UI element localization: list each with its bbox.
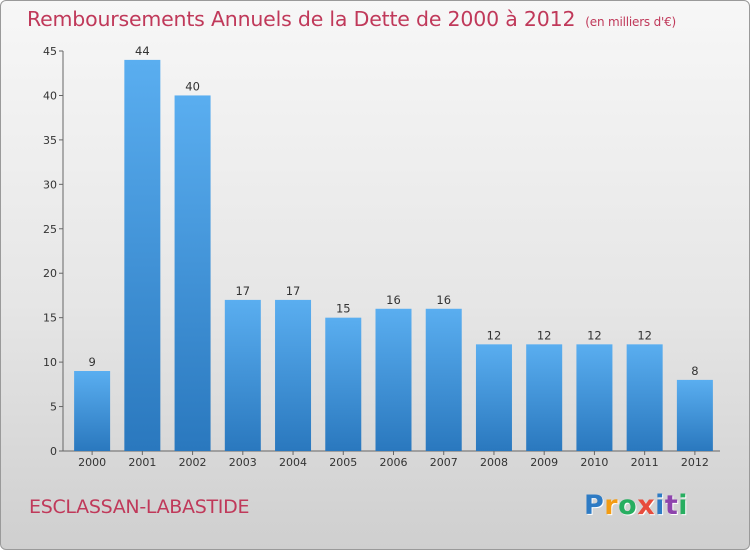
bar — [74, 371, 111, 451]
y-tick-label: 25 — [43, 223, 57, 236]
y-tick-label: 20 — [43, 267, 57, 280]
axes: 0 5 10 15 20 25 30 35 40 45 2000 2001 2002 2003 2004 20… — [43, 45, 720, 469]
x-tick-label: 2002 — [179, 456, 207, 469]
x-tick-label: 2008 — [480, 456, 508, 469]
bar-value-label: 40 — [185, 79, 200, 93]
y-tick-label: 15 — [43, 312, 57, 325]
x-tick-label: 2003 — [229, 456, 257, 469]
logo-letter: i — [655, 490, 665, 521]
bar — [676, 379, 713, 451]
bar-value-label: 15 — [336, 302, 351, 316]
bar-value-label: 16 — [436, 293, 451, 307]
bar-value-label: 17 — [235, 284, 250, 298]
y-tick-label: 5 — [50, 401, 57, 414]
bar — [626, 344, 663, 451]
y-tick-label: 40 — [43, 89, 57, 102]
x-tick-label: 2000 — [78, 456, 106, 469]
logo-letter: x — [637, 490, 656, 521]
bar-value-label: 12 — [587, 328, 602, 342]
y-tick-label: 0 — [50, 445, 57, 458]
bar — [475, 344, 512, 451]
logo-letter: i — [678, 490, 689, 521]
bar-value-label: 9 — [88, 355, 95, 369]
x-tick-label: 2005 — [329, 456, 357, 469]
bar-value-label: 8 — [691, 364, 698, 378]
x-tick-label: 2010 — [580, 456, 608, 469]
logo-letter: o — [618, 490, 638, 521]
x-tick-label: 2011 — [631, 456, 659, 469]
bar-value-label: 12 — [537, 328, 552, 342]
place-name: ESCLASSAN-LABASTIDE — [29, 496, 250, 518]
bar — [526, 344, 563, 451]
bar — [174, 95, 211, 451]
bar — [224, 299, 261, 451]
unit-label: (en milliers d'€) — [585, 15, 677, 29]
bar-value-label: 17 — [286, 284, 301, 298]
y-tick-label: 45 — [43, 45, 57, 58]
y-tick-label: 10 — [43, 356, 57, 369]
bar — [275, 299, 312, 451]
bar-value-label: 16 — [386, 293, 401, 307]
title-text: Remboursements Annuels de la Dette de 20… — [27, 7, 576, 31]
bar — [325, 317, 362, 451]
logo-letter: r — [604, 490, 619, 521]
x-tick-label: 2004 — [279, 456, 307, 469]
bar-value-label: 44 — [135, 44, 150, 58]
x-tick-label: 2006 — [380, 456, 408, 469]
bar — [576, 344, 613, 451]
bar-value-label: 12 — [637, 328, 652, 342]
bar — [375, 308, 412, 451]
y-tick-label: 30 — [43, 178, 57, 191]
x-tick-label: 2001 — [128, 456, 156, 469]
chart-title: Remboursements Annuels de la Dette de 20… — [27, 7, 676, 31]
x-tick-label: 2007 — [430, 456, 458, 469]
logo-letter: P — [584, 490, 605, 521]
logo-letter: t — [664, 490, 679, 521]
x-tick-label: 2012 — [681, 456, 709, 469]
bars: 9 44 40 17 17 15 16 16 12 12 12 12 8 — [74, 44, 713, 452]
bar — [124, 59, 161, 452]
proxiti-logo[interactable]: Proxiti — [584, 490, 688, 521]
bar — [425, 308, 462, 451]
bar-value-label: 12 — [487, 328, 502, 342]
y-tick-label: 35 — [43, 134, 57, 147]
x-tick-label: 2009 — [530, 456, 558, 469]
